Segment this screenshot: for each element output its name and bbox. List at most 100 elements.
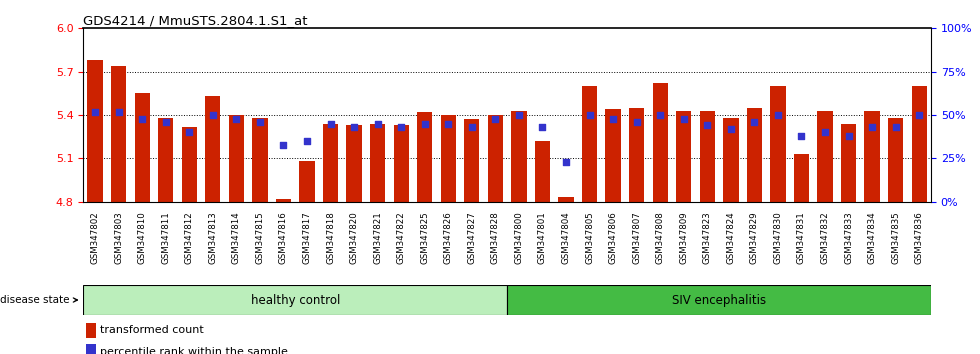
Point — [252, 119, 268, 125]
Point — [817, 130, 833, 135]
Bar — [299, 161, 315, 202]
Text: GSM347826: GSM347826 — [444, 211, 453, 264]
Text: GSM347825: GSM347825 — [420, 211, 429, 264]
Text: percentile rank within the sample: percentile rank within the sample — [101, 347, 288, 354]
Text: GSM347828: GSM347828 — [491, 211, 500, 264]
Point — [606, 116, 621, 121]
Text: disease state: disease state — [0, 295, 77, 305]
Point — [794, 133, 809, 139]
Text: GSM347811: GSM347811 — [162, 211, 171, 264]
Text: GSM347806: GSM347806 — [609, 211, 617, 264]
Point — [487, 116, 503, 121]
Point — [770, 112, 786, 118]
Text: GSM347834: GSM347834 — [867, 211, 877, 264]
Text: GSM347816: GSM347816 — [279, 211, 288, 264]
Bar — [606, 109, 620, 202]
Bar — [794, 154, 809, 202]
Text: GSM347803: GSM347803 — [114, 211, 123, 264]
Bar — [676, 111, 692, 202]
Text: GSM347830: GSM347830 — [773, 211, 782, 264]
Text: GSM347810: GSM347810 — [137, 211, 147, 264]
Text: GSM347802: GSM347802 — [90, 211, 100, 264]
Bar — [535, 141, 550, 202]
Point — [87, 109, 103, 114]
Bar — [888, 118, 904, 202]
Text: healthy control: healthy control — [251, 293, 340, 307]
Bar — [864, 111, 880, 202]
Bar — [181, 127, 197, 202]
Point — [346, 124, 362, 130]
Bar — [417, 112, 432, 202]
Point — [299, 138, 315, 144]
Point — [864, 124, 880, 130]
Text: GSM347831: GSM347831 — [797, 211, 806, 264]
Text: GSM347805: GSM347805 — [585, 211, 594, 264]
Point — [888, 124, 904, 130]
Point — [700, 122, 715, 128]
Bar — [700, 111, 715, 202]
Point — [535, 124, 551, 130]
Bar — [841, 124, 857, 202]
Text: GSM347820: GSM347820 — [350, 211, 359, 264]
Bar — [275, 199, 291, 202]
Bar — [347, 125, 362, 202]
Point — [512, 112, 527, 118]
Bar — [723, 118, 739, 202]
Bar — [228, 115, 244, 202]
Text: GSM347824: GSM347824 — [726, 211, 735, 264]
Point — [181, 130, 197, 135]
Point — [841, 133, 857, 139]
Text: GSM347833: GSM347833 — [844, 211, 853, 264]
Point — [369, 121, 385, 127]
Bar — [158, 118, 173, 202]
Point — [205, 112, 220, 118]
Bar — [629, 108, 644, 202]
Point — [440, 121, 456, 127]
Text: GSM347800: GSM347800 — [514, 211, 523, 264]
Bar — [465, 119, 479, 202]
Bar — [441, 115, 456, 202]
Point — [747, 119, 762, 125]
Bar — [488, 115, 503, 202]
Text: GSM347814: GSM347814 — [232, 211, 241, 264]
Text: GSM347812: GSM347812 — [185, 211, 194, 264]
Bar — [86, 344, 96, 354]
Text: GSM347815: GSM347815 — [256, 211, 265, 264]
Text: GSM347808: GSM347808 — [656, 211, 664, 264]
Bar — [370, 124, 385, 202]
Bar — [205, 96, 220, 202]
Bar — [653, 83, 667, 202]
Text: GSM347807: GSM347807 — [632, 211, 641, 264]
Bar — [134, 93, 150, 202]
Bar — [83, 285, 508, 315]
Text: GSM347801: GSM347801 — [538, 211, 547, 264]
Text: GDS4214 / MmuSTS.2804.1.S1_at: GDS4214 / MmuSTS.2804.1.S1_at — [83, 14, 308, 27]
Point — [134, 116, 150, 121]
Point — [582, 112, 598, 118]
Bar — [508, 285, 931, 315]
Text: GSM347813: GSM347813 — [209, 211, 218, 264]
Bar — [111, 66, 126, 202]
Bar — [582, 86, 597, 202]
Bar — [747, 108, 762, 202]
Text: SIV encephalitis: SIV encephalitis — [672, 293, 766, 307]
Point — [416, 121, 432, 127]
Text: GSM347835: GSM347835 — [891, 211, 901, 264]
Text: GSM347827: GSM347827 — [467, 211, 476, 264]
Text: GSM347804: GSM347804 — [562, 211, 570, 264]
Point — [676, 116, 692, 121]
Bar — [87, 60, 103, 202]
Text: GSM347817: GSM347817 — [303, 211, 312, 264]
Text: GSM347821: GSM347821 — [373, 211, 382, 264]
Point — [228, 116, 244, 121]
Point — [322, 121, 338, 127]
Text: GSM347836: GSM347836 — [914, 211, 924, 264]
Bar — [322, 124, 338, 202]
Point — [653, 112, 668, 118]
Text: GSM347822: GSM347822 — [397, 211, 406, 264]
Text: GSM347829: GSM347829 — [750, 211, 759, 264]
Text: transformed count: transformed count — [101, 325, 204, 336]
Bar — [252, 118, 268, 202]
Point — [393, 124, 409, 130]
Point — [275, 142, 291, 147]
